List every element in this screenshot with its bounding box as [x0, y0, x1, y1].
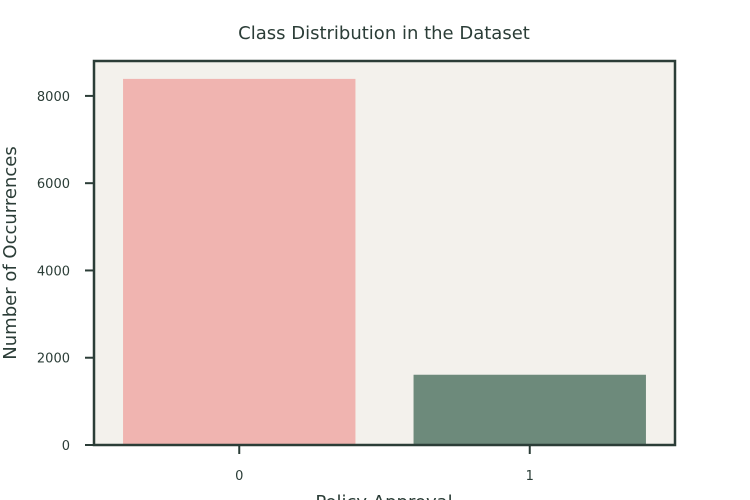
plot-frame	[92, 59, 677, 447]
x-axis-label: Policy Approval	[315, 492, 452, 500]
x-tick-label: 1	[526, 469, 534, 484]
chart-title: Class Distribution in the Dataset	[238, 23, 530, 44]
x-tick-label: 0	[235, 469, 243, 484]
bar-0	[123, 78, 356, 446]
bars-layer	[123, 78, 646, 446]
y-tick-label: 6000	[37, 177, 70, 192]
y-tick-label: 8000	[37, 90, 70, 105]
y-tick-label: 2000	[37, 352, 70, 367]
bar-1	[413, 374, 646, 445]
y-axis-ticks: 0 2000 4000 6000 8000	[37, 90, 94, 454]
y-tick-label: 0	[62, 439, 70, 454]
y-axis-label: Number of Occurrences	[0, 146, 21, 359]
y-tick-label: 4000	[37, 264, 70, 279]
